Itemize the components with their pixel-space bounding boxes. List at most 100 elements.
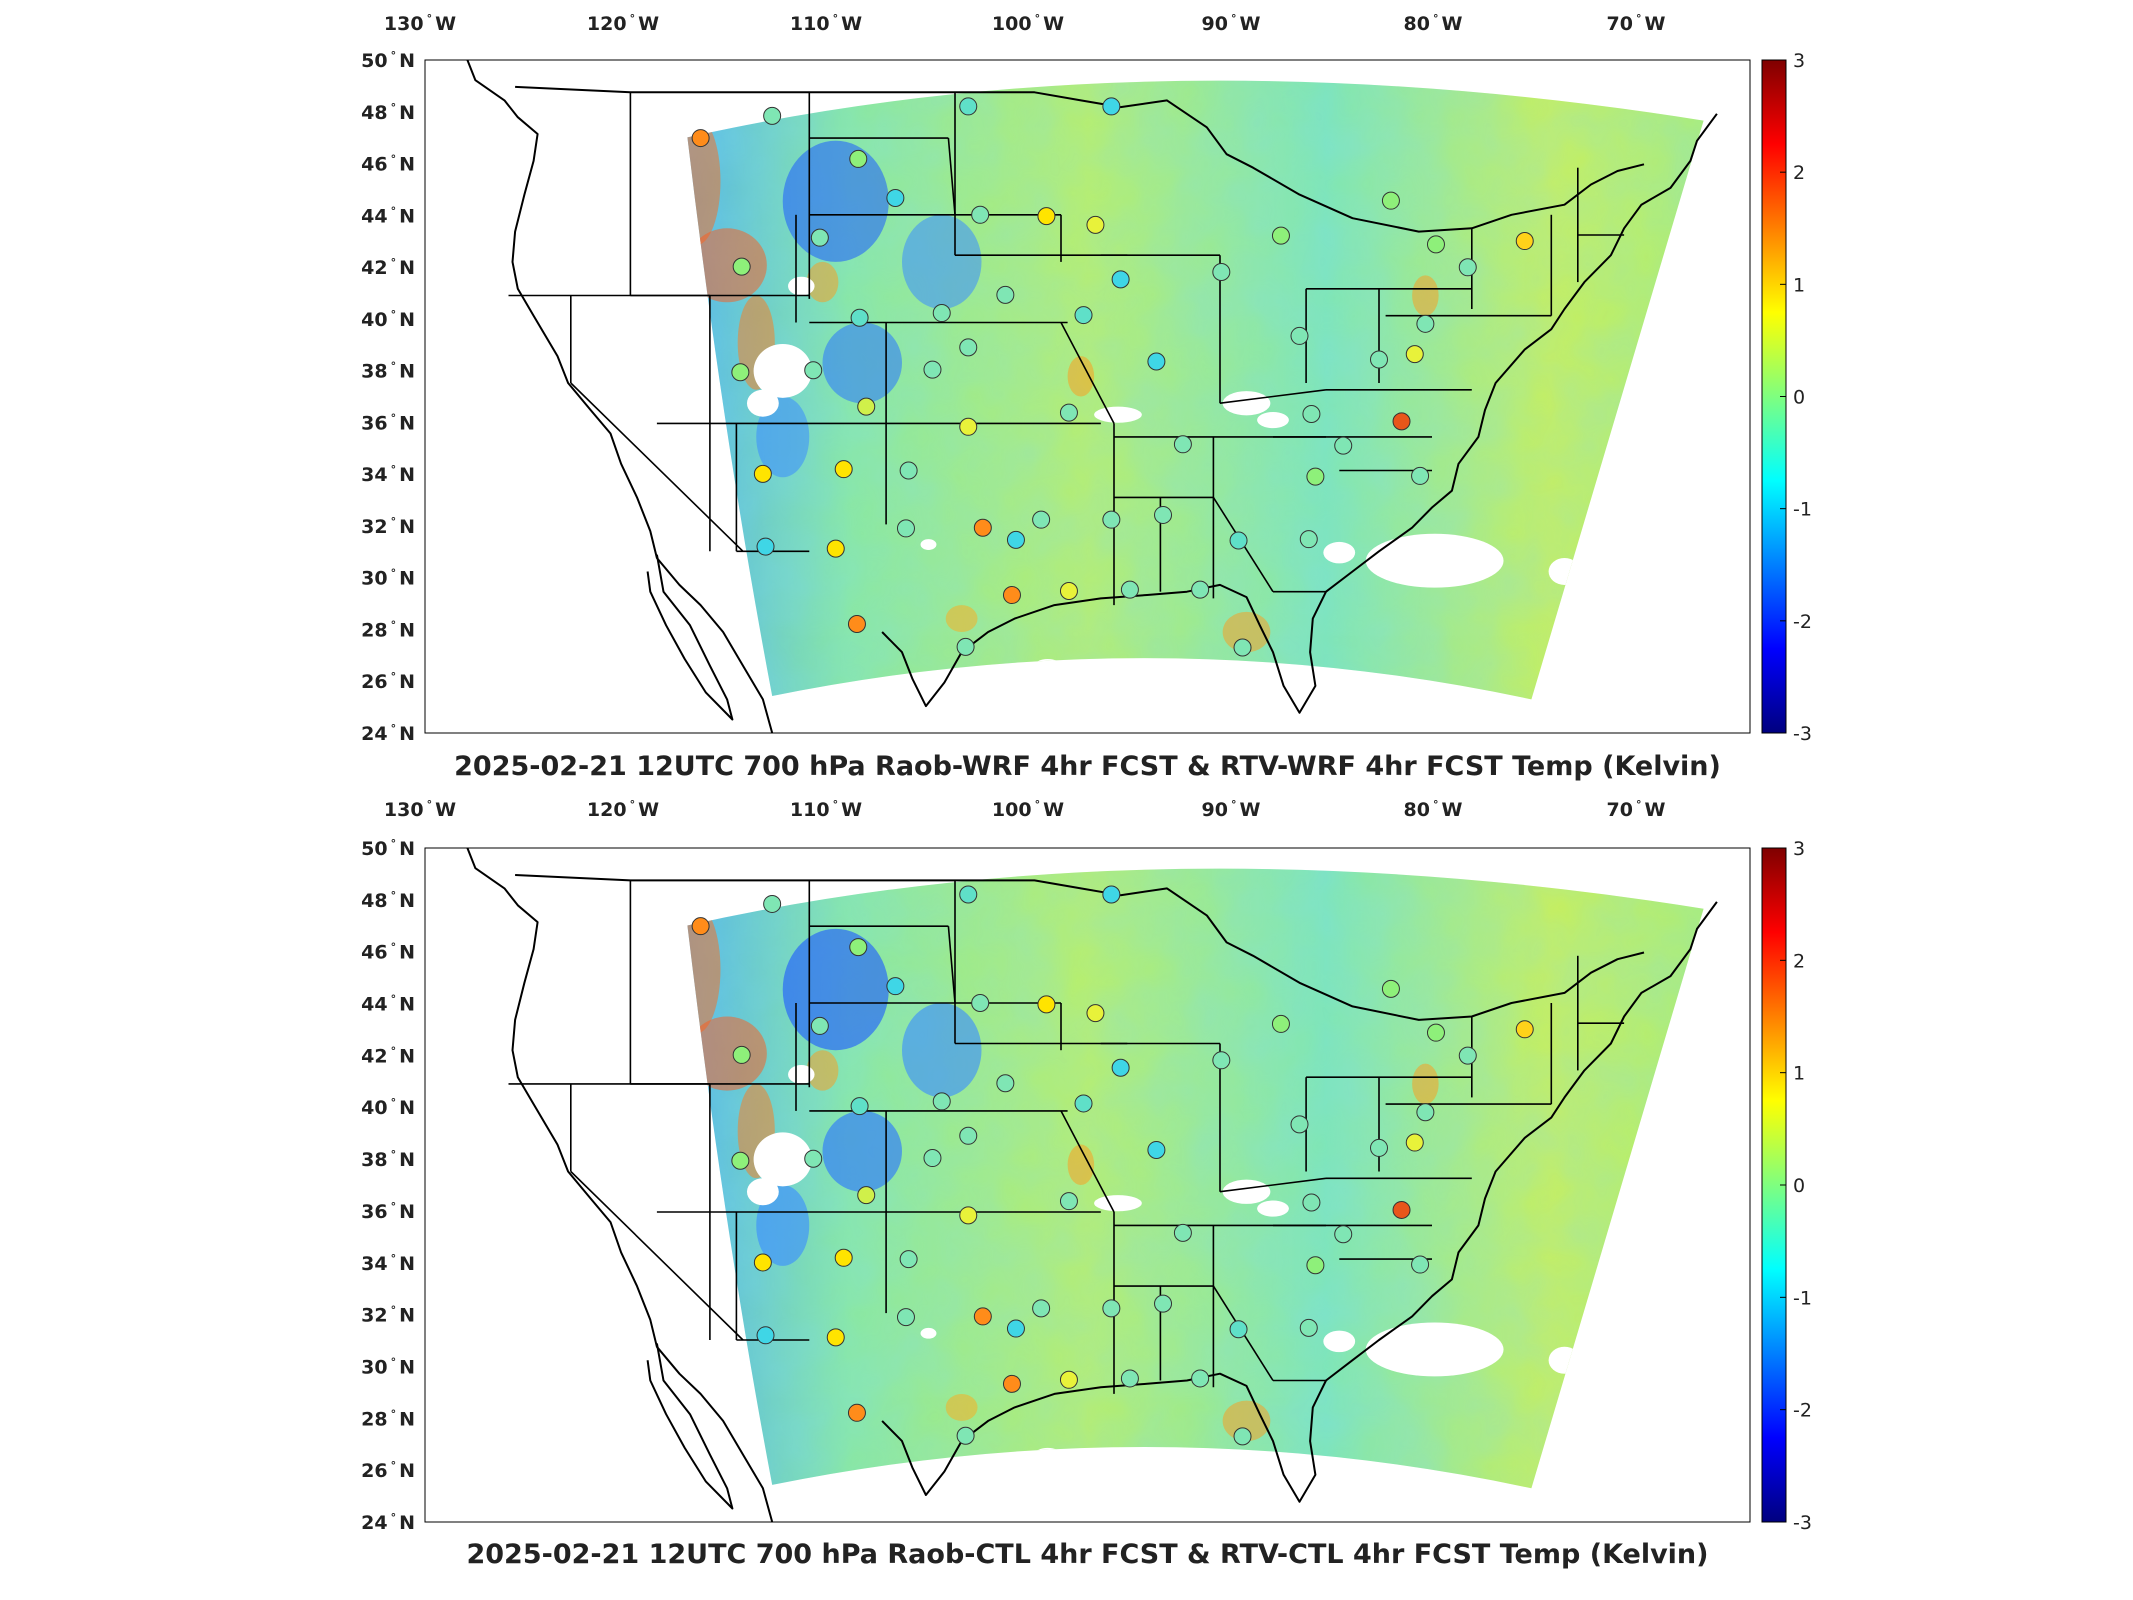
raob-station-marker (1458, 258, 1477, 277)
raob-station-marker (826, 539, 845, 558)
warm-anomaly-area (687, 1016, 767, 1091)
warm-anomaly-area (806, 1050, 839, 1091)
raob-station-marker (1290, 1115, 1309, 1134)
gulf-atlantic-coastline (881, 113, 1718, 714)
raob-station-marker (732, 257, 751, 276)
raob-station-marker (1299, 1318, 1318, 1337)
lat-tick-label: 32 ° N (361, 515, 415, 538)
lat-tick-label: 38 ° N (361, 1148, 415, 1171)
warm-anomaly-area (1412, 275, 1439, 316)
state-border (570, 1170, 744, 1341)
raob-station-marker (959, 97, 978, 116)
raob-station-marker (956, 1426, 975, 1445)
warm-anomaly-area (1412, 1063, 1439, 1105)
colorbar-tick-label: 1 (1793, 274, 1805, 296)
raob-station-marker (1334, 1225, 1353, 1244)
lon-tick-label: 80 ° W (1404, 12, 1463, 35)
raob-station-marker (1173, 1223, 1192, 1242)
lon-tick-label: 130 ° W (384, 12, 456, 35)
temperature-difference-field (687, 868, 1704, 1489)
raob-station-marker (1173, 435, 1192, 454)
raob-station-marker (959, 417, 978, 436)
colorbar: 3 2 1 0 -1 -2 -3 (1761, 50, 1812, 745)
no-data-area (1365, 1322, 1504, 1377)
lat-tick-label: 30 ° N (361, 567, 415, 590)
raob-station-marker (1212, 1051, 1231, 1070)
raob-station-marker (1334, 436, 1353, 455)
baja-coastline (646, 1343, 734, 1510)
raob-station-marker (1233, 638, 1252, 657)
raob-station-marker (756, 1326, 775, 1345)
lat-tick-label: 46 ° N (361, 153, 415, 176)
no-data-area (753, 344, 812, 398)
panel-title: 2025-02-21 12UTC 700 hPa Raob-CTL 4hr FC… (466, 1539, 1708, 1570)
raob-station-marker (996, 1074, 1015, 1093)
lon-tick-label: 70 ° W (1607, 798, 1666, 821)
raob-station-marker (849, 149, 868, 168)
warm-anomaly-area (1067, 1144, 1095, 1185)
lon-tick-label: 90 ° W (1202, 798, 1261, 821)
raob-station-marker (763, 106, 782, 125)
raob-station-marker (732, 1045, 751, 1064)
colorbar-tick-label: -2 (1793, 611, 1812, 633)
lat-tick-label: 36 ° N (361, 1200, 415, 1223)
raob-station-marker (1191, 580, 1210, 599)
lon-tick-label: 120 ° W (587, 798, 659, 821)
raob-station-marker (1458, 1046, 1477, 1065)
raob-station-marker (1032, 510, 1051, 529)
raob-station-marker (932, 1092, 951, 1111)
raob-station-marker (1154, 505, 1173, 524)
raob-station-marker (1006, 530, 1025, 549)
colorbar-tick-label: -1 (1793, 499, 1812, 521)
raob-station-marker (923, 1149, 942, 1168)
raob-station-marker (1306, 467, 1325, 486)
panel-title: 2025-02-21 12UTC 700 hPa Raob-WRF 4hr FC… (454, 751, 1721, 782)
raob-station-marker (1120, 580, 1139, 599)
raob-station-marker (804, 361, 823, 380)
cold-anomaly-area (902, 214, 982, 310)
raob-station-marker (973, 518, 992, 537)
raob-station-marker (1102, 885, 1121, 904)
raob-station-marker (1074, 306, 1093, 325)
gulf-atlantic-coastline (881, 901, 1718, 1503)
raob-station-marker (1405, 1133, 1424, 1152)
canada-border (515, 874, 1645, 1021)
raob-station-marker (756, 537, 775, 556)
no-data-area (1365, 533, 1504, 588)
raob-station-marker (1059, 403, 1078, 422)
raob-station-marker (1212, 262, 1231, 281)
raob-station-marker (1229, 1320, 1248, 1339)
colorbar: 3 2 1 0 -1 -2 -3 (1761, 838, 1812, 1534)
raob-station-marker (1370, 1138, 1388, 1157)
cold-anomaly-area (902, 1003, 982, 1098)
lon-tick-label: 90 ° W (1202, 12, 1261, 35)
raob-station-marker (1086, 215, 1105, 234)
warm-anomaly-area (806, 261, 839, 303)
no-data-area (1222, 391, 1271, 416)
lat-tick-label: 40 ° N (361, 308, 415, 331)
warm-anomaly-area (945, 1393, 978, 1421)
colorbar-tick-label: -2 (1793, 1400, 1812, 1422)
lat-tick-label: 32 ° N (361, 1304, 415, 1327)
raob-station-marker (763, 894, 782, 913)
map-boundaries (466, 59, 1718, 734)
raob-station-marker (847, 1403, 866, 1422)
raob-station-marker (1290, 326, 1309, 345)
raob-station-marker (847, 614, 866, 633)
raob-station-marker (1416, 314, 1435, 333)
raob-station-marker (1515, 232, 1534, 251)
lat-tick-label: 34 ° N (361, 463, 415, 486)
lon-tick-label: 80 ° W (1404, 798, 1463, 821)
raob-station-marker (1392, 1200, 1411, 1219)
raob-station-marker (1032, 1299, 1051, 1318)
lat-tick-label: 46 ° N (361, 941, 415, 964)
raob-station-marker (1426, 235, 1445, 254)
colorbar-tick-label: 2 (1793, 950, 1805, 972)
raob-station-marker (896, 519, 915, 538)
lat-tick-label: 50 ° N (361, 837, 415, 860)
no-data-area (746, 389, 779, 417)
raob-station-marker (1302, 1193, 1321, 1212)
raob-station-marker (1271, 1014, 1290, 1033)
raob-station-marker (1299, 530, 1318, 549)
